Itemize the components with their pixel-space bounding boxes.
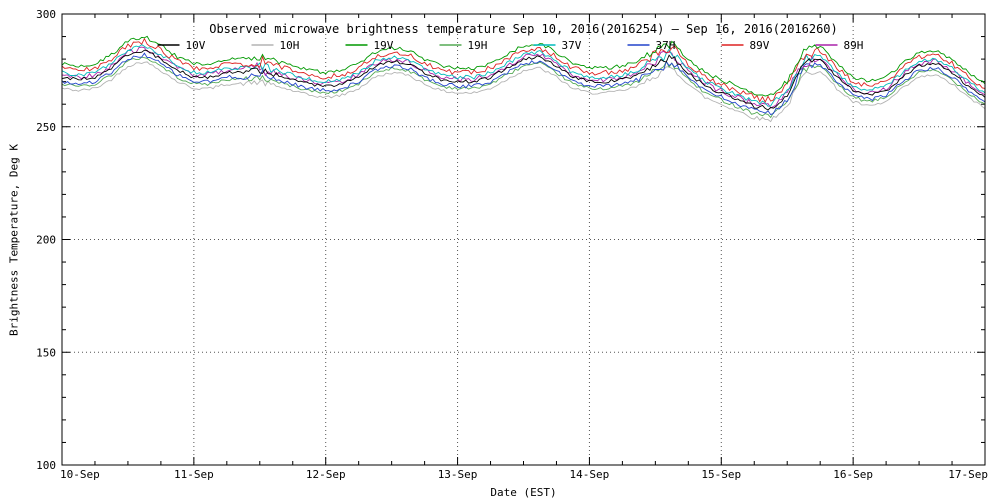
legend-label-10H: 10H	[280, 39, 300, 52]
series-line-19H	[61, 56, 986, 119]
series-line-89V	[61, 37, 986, 103]
series-line-19V	[61, 35, 986, 97]
legend-label-37H: 37H	[656, 39, 676, 52]
y-axis-label: Brightness Temperature, Deg K	[7, 143, 21, 337]
series-line-89H	[61, 46, 986, 109]
series-line-10H	[61, 61, 986, 123]
legend-label-89H: 89H	[844, 39, 864, 52]
y-tick-label: 100	[36, 459, 56, 472]
y-tick-label: 200	[36, 234, 56, 247]
legend-label-19V: 19V	[374, 39, 394, 52]
legend-label-10V: 10V	[186, 39, 206, 52]
x-tick-label: 11-Sep	[174, 468, 214, 481]
x-tick-label: 15-Sep	[701, 468, 741, 481]
x-tick-label: 17-Sep	[948, 468, 988, 481]
legend-label-37V: 37V	[562, 39, 582, 52]
legend-label-19H: 19H	[468, 39, 488, 52]
series-line-37H	[61, 52, 986, 116]
series-line-37V	[61, 44, 986, 107]
y-tick-label: 250	[36, 121, 56, 134]
y-tick-label: 150	[36, 346, 56, 359]
series-line-10V	[61, 49, 986, 111]
x-tick-label: 16-Sep	[833, 468, 873, 481]
y-tick-label: 300	[36, 8, 56, 21]
plot-border	[61, 13, 986, 466]
x-tick-label: 10-Sep	[60, 468, 100, 481]
x-tick-label: 12-Sep	[306, 468, 346, 481]
x-tick-label: 13-Sep	[438, 468, 478, 481]
legend-label-89V: 89V	[750, 39, 770, 52]
x-axis-label: Date (EST)	[490, 486, 557, 499]
x-tick-label: 14-Sep	[570, 468, 610, 481]
